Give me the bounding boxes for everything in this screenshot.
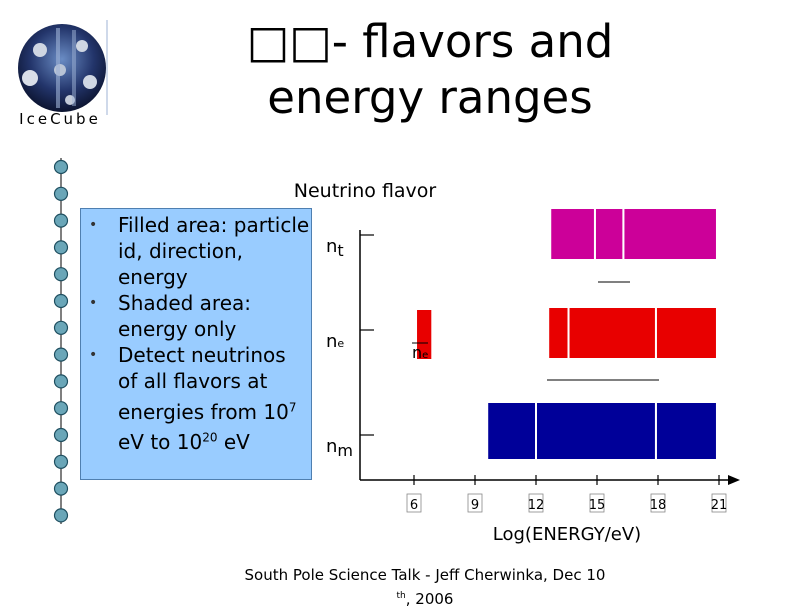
energy-range-bar	[549, 207, 596, 261]
footer-line-2: th, 2006	[220, 586, 630, 610]
x-tick-box	[589, 493, 605, 513]
bullet-item: • Filled area: particle id, direction, e…	[81, 212, 311, 290]
x-tick-box	[467, 493, 483, 513]
slide-title: □□- flavors and energy ranges	[150, 14, 710, 126]
energy-range-bar	[622, 207, 718, 261]
bullet-text-2: Shaded area: energy only	[118, 291, 252, 341]
icecube-logo	[10, 20, 110, 130]
bullet-box: • Filled area: particle id, direction, e…	[80, 208, 312, 480]
title-line-1: □□- flavors and	[246, 15, 614, 68]
optical-module-bead	[53, 267, 69, 282]
bullet-item: • Detect neutrinos of all flavors at ene…	[81, 342, 311, 455]
footer-year: , 2006	[405, 590, 454, 608]
energy-range-bar	[486, 401, 537, 461]
exponent-low: 7	[288, 400, 297, 414]
optical-module-bead	[53, 347, 69, 362]
x-tick-label: 18	[650, 498, 667, 513]
optical-module-bead	[53, 293, 69, 309]
x-tick-label: 15	[589, 498, 606, 513]
bullet-text-3-pre: Detect neutrinos of all flavors at energ…	[118, 343, 289, 424]
bullet-dot: •	[89, 217, 98, 233]
energy-range-bar	[535, 401, 657, 461]
footer-line-1: South Pole Science Talk - Jeff Cherwinka…	[244, 566, 606, 584]
bullet-text-3-mid: eV to 10	[118, 430, 203, 455]
flavor-energy-chart: Neutrino flavor Log(ENERGY/eV) 6 9 12 15 18 2…	[294, 180, 740, 545]
bullet-dot: •	[89, 347, 98, 363]
x-tick-label: 6	[410, 498, 418, 513]
logo-text: IceCube	[19, 110, 101, 128]
x-tick-label: 12	[528, 498, 545, 513]
optical-module-bead	[53, 481, 69, 496]
energy-range-bar	[567, 306, 657, 360]
footer-superscript: th	[396, 591, 406, 601]
x-tick-box	[528, 493, 544, 513]
bullet-text-3-post: eV	[217, 430, 250, 455]
exponent-high: 20	[202, 430, 218, 445]
bullet-list: • Filled area: particle id, direction, e…	[81, 209, 311, 455]
x-tick-box	[711, 493, 727, 513]
bullet-item: • Shaded area: energy only	[81, 290, 311, 342]
y-tick-label: ne	[326, 331, 344, 352]
y-axis-title: Neutrino flavor	[294, 180, 437, 202]
x-axis-arrow	[728, 475, 740, 485]
energy-range-bar	[547, 306, 570, 360]
x-tick-label: 21	[711, 498, 728, 513]
y-tick-label: nt	[326, 236, 344, 260]
bullet-text-3: Detect neutrinos of all flavors at energ…	[118, 343, 296, 454]
x-axis-title: Log(ENERGY/eV)	[493, 524, 641, 545]
optical-module-bead	[53, 508, 69, 523]
y-tick-label: nm	[326, 436, 353, 460]
optical-module-bead	[53, 454, 69, 469]
bullet-dot: •	[89, 295, 98, 311]
x-tick-box	[406, 493, 422, 513]
energy-range-bar	[654, 401, 718, 461]
optical-module-bead	[53, 159, 69, 175]
optical-module-bead	[53, 401, 69, 416]
optical-module-bead	[53, 427, 69, 443]
optical-module-bead	[53, 186, 69, 201]
x-tick-label: 9	[471, 498, 479, 513]
energy-range-bar	[654, 306, 718, 360]
x-tick-box	[650, 493, 666, 513]
detector-string-decoration	[53, 158, 69, 524]
bullet-text-1: Filled area: particle id, direction, ene…	[118, 213, 310, 289]
energy-range-bar	[415, 308, 434, 361]
optical-module-bead	[53, 213, 69, 228]
energy-range-bar	[593, 207, 625, 261]
optical-module-bead	[53, 240, 69, 255]
footer: South Pole Science Talk - Jeff Cherwinka…	[220, 565, 630, 610]
optical-module-bead	[53, 374, 69, 389]
optical-module-bead	[53, 320, 69, 335]
title-line-2: energy ranges	[267, 71, 593, 124]
